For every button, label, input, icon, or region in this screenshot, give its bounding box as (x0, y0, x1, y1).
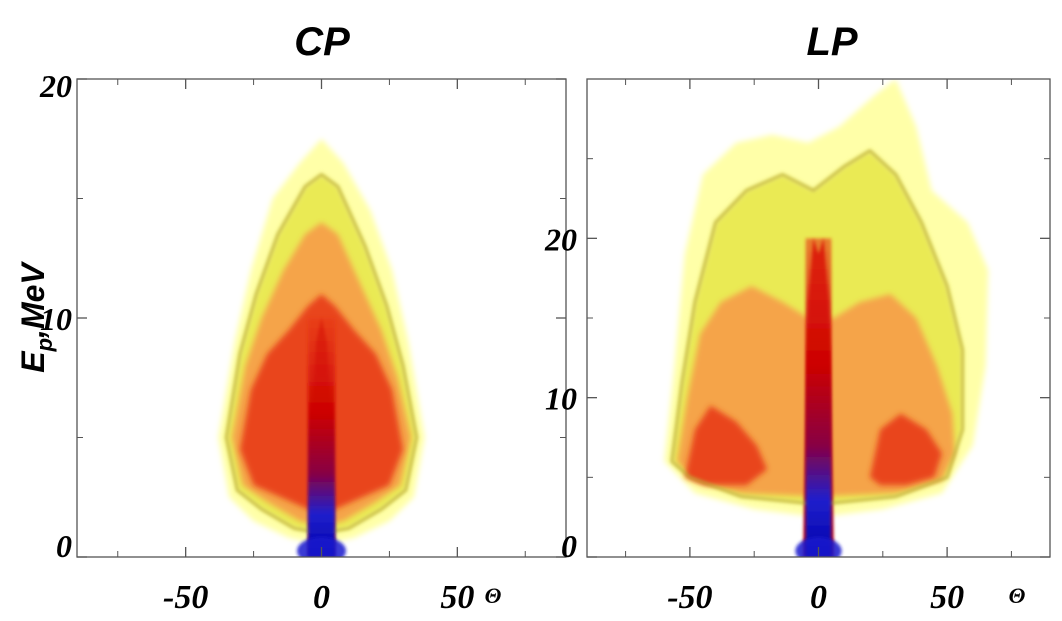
cp-xtick-label-1: 0 (313, 579, 330, 616)
ylabel-sub: p (32, 338, 57, 352)
lp-core-jet (805, 238, 832, 557)
lp-x-unit-symbol: Θ (1009, 583, 1026, 608)
lp-density-high-4 (869, 413, 942, 486)
ylabel-main: E (15, 350, 51, 373)
cp-y-axis-label: Ep,MeV (15, 261, 57, 373)
ylabel-rest: ,MeV (15, 261, 51, 339)
cp-core-jet (307, 318, 336, 557)
lp-xtick-label-0: -50 (667, 579, 712, 616)
cp-ytick-label-0: 0 (56, 528, 72, 564)
cp-xtick-label-0: -50 (163, 579, 208, 616)
cp-ytick-label-1: 10 (40, 301, 72, 337)
lp-contour-outline (670, 148, 964, 506)
lp-ytick-label-0: 0 (561, 528, 577, 564)
lp-ytick-label-1: 10 (545, 381, 577, 417)
cp-xtick-label-2: 50 (440, 579, 474, 616)
lp-xtick-label-1: 0 (810, 579, 827, 616)
cp-ytick-label-2: 20 (39, 68, 72, 104)
panel-lp-title: LP (806, 20, 857, 64)
panel-cp-title: CP (294, 20, 350, 64)
lp-xtick-label-2: 50 (930, 579, 964, 616)
lp-ticks: -50 0 50 0 10 20 (544, 79, 1050, 616)
lp-density-high-3 (684, 405, 768, 486)
cp-contour-outline (224, 172, 419, 535)
panel-lp: LP -50 0 50 0 10 20 Θ (544, 20, 1051, 616)
cp-ticks: -50 0 50 0 10 20 (39, 68, 566, 616)
panel-cp: CP -50 0 50 0 10 20 Ep,MeV Θ (15, 20, 567, 616)
cp-x-unit-symbol: Θ (485, 583, 502, 608)
lp-heatmap (664, 79, 989, 557)
cp-heatmap (218, 138, 425, 557)
lp-ytick-label-2: 20 (544, 221, 577, 257)
